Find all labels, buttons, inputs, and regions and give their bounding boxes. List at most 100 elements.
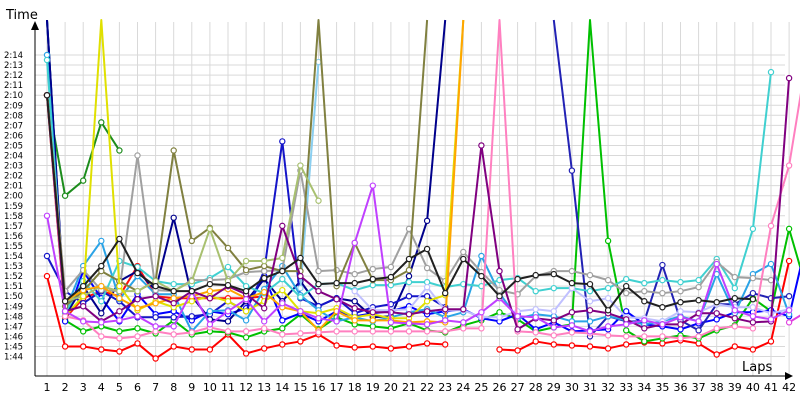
data-point <box>79 177 87 184</box>
data-point <box>387 319 395 326</box>
data-point <box>170 287 177 295</box>
data-point <box>152 314 159 321</box>
data-point <box>623 327 630 334</box>
data-point <box>116 147 123 154</box>
y-tick-label: 1:48 <box>4 312 23 322</box>
data-point <box>623 282 630 290</box>
data-point <box>496 293 503 300</box>
data-point <box>224 308 232 315</box>
data-point <box>170 343 177 350</box>
x-tick-label: 20 <box>384 381 398 394</box>
y-tick-label: 2:09 <box>4 101 23 111</box>
y-tick-label: 1:53 <box>4 262 23 272</box>
data-point <box>98 237 105 245</box>
data-point <box>677 314 684 321</box>
data-point <box>785 307 793 314</box>
x-tick-label: 18 <box>348 381 362 394</box>
data-point <box>568 342 576 349</box>
data-point <box>116 317 123 324</box>
data-point <box>568 267 576 275</box>
data-point <box>532 306 539 313</box>
data-point <box>623 289 630 297</box>
data-point <box>279 325 286 332</box>
data-point <box>405 328 413 335</box>
data-point <box>604 284 612 292</box>
x-tick-label: 30 <box>565 381 579 394</box>
data-point <box>116 308 123 315</box>
data-point <box>604 295 612 302</box>
x-tick-label: 15 <box>293 381 307 394</box>
data-point <box>604 276 612 284</box>
data-point <box>442 289 449 297</box>
data-point <box>134 287 141 295</box>
data-point <box>641 338 648 345</box>
data-point <box>586 287 594 295</box>
data-point <box>677 278 684 286</box>
data-point <box>297 272 304 280</box>
data-point <box>460 325 467 332</box>
data-point <box>43 252 51 260</box>
data-point <box>387 273 395 281</box>
y-tick-label: 2:10 <box>4 91 23 101</box>
data-point <box>79 282 87 290</box>
data-point <box>731 273 739 281</box>
data-point <box>677 326 684 333</box>
data-point <box>604 237 612 245</box>
data-point <box>423 283 431 291</box>
data-point <box>188 313 195 320</box>
data-point <box>623 341 630 348</box>
data-point <box>261 262 268 270</box>
data-point <box>749 346 757 353</box>
data-point <box>206 225 214 233</box>
data-point <box>478 252 485 260</box>
data-point <box>785 319 793 326</box>
data-point <box>550 284 558 292</box>
data-point <box>442 341 449 348</box>
data-point <box>423 298 431 305</box>
x-tick-label: 12 <box>239 381 253 394</box>
data-point <box>170 280 177 288</box>
data-point <box>550 270 558 278</box>
data-point <box>242 282 250 290</box>
series-segment <box>46 95 753 312</box>
data-point <box>279 254 286 262</box>
x-tick-label: 23 <box>438 381 452 394</box>
data-point <box>206 321 214 328</box>
data-point <box>351 344 358 351</box>
data-point <box>713 351 720 358</box>
data-point <box>767 316 775 323</box>
data-point <box>369 309 376 316</box>
data-point <box>224 244 232 252</box>
data-point <box>188 346 195 353</box>
data-point <box>550 308 558 315</box>
data-point <box>550 341 558 348</box>
data-point <box>604 323 612 330</box>
data-point <box>61 313 69 320</box>
data-point <box>279 317 286 324</box>
data-point <box>695 340 702 347</box>
data-point <box>405 306 413 313</box>
data-point <box>152 282 159 290</box>
x-tick-label: 27 <box>511 381 525 394</box>
data-point <box>206 295 214 302</box>
data-point <box>351 305 358 312</box>
data-point <box>116 328 123 335</box>
data-point <box>98 310 105 317</box>
data-point <box>206 308 214 315</box>
data-point <box>623 275 630 283</box>
x-tick-label: 1 <box>44 381 51 394</box>
x-tick-label: 33 <box>619 381 633 394</box>
data-point <box>405 272 413 280</box>
data-point <box>514 313 521 320</box>
data-point <box>785 74 793 82</box>
data-point <box>369 343 376 350</box>
data-point <box>297 308 304 315</box>
y-tick-label: 1:56 <box>4 232 23 242</box>
data-point <box>170 214 177 222</box>
data-point <box>279 286 286 294</box>
x-tick-label: 24 <box>456 381 470 394</box>
data-point <box>116 295 123 302</box>
data-point <box>79 343 87 350</box>
data-point <box>134 269 141 277</box>
data-point <box>261 318 268 325</box>
